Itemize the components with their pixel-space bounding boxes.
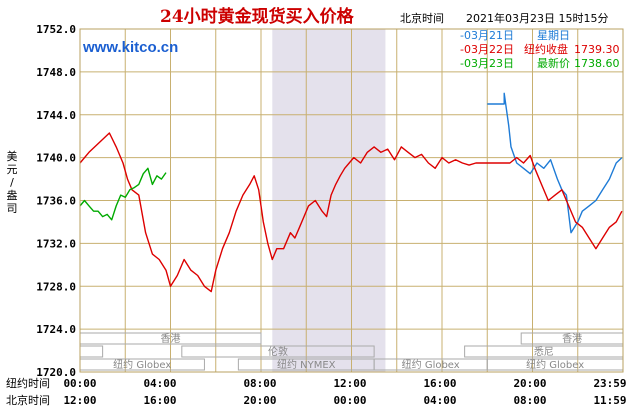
y-axis-label-char: / — [10, 176, 14, 189]
y-axis-label: 美元/盎司 — [7, 150, 18, 215]
y-axis-label-char: 美 — [7, 150, 18, 163]
x-tick-label-ny: 08:00 — [243, 377, 276, 390]
x-tick-label-bj: 20:00 — [243, 394, 276, 407]
xaxis-row2-label: 北京时间 — [6, 393, 50, 407]
x-tick-label-bj: 00:00 — [333, 394, 366, 407]
session-label: 纽约 Globex — [402, 358, 460, 371]
legend: -03月21日 星期日 -03月22日 纽约收盘 1739.30 -03月23日… — [460, 29, 620, 70]
x-tick-label-bj: 12:00 — [63, 394, 96, 407]
chart-title: 24小时黄金现货买入价格 — [160, 6, 355, 27]
x-tick-label-ny: 16:00 — [423, 377, 456, 390]
x-axis-ticks: 00:00 04:00 08:00 12:00 16:00 20:00 23:59 12:00… — [63, 377, 626, 407]
y-tick-label: 1732.0 — [36, 237, 76, 250]
x-tick-label-ny: 12:00 — [333, 377, 366, 390]
x-tick-label-ny: 04:00 — [143, 377, 176, 390]
session-label: 悉尼 — [534, 346, 554, 358]
x-tick-label-ny: 00:00 — [63, 377, 96, 390]
session-bar — [181, 345, 375, 358]
session-label: 香港 — [562, 333, 582, 345]
timestamp: 2021年03月23日 15时15分 — [466, 11, 608, 25]
series-line-3 — [80, 167, 167, 221]
series-line-1 — [487, 92, 623, 234]
plot-border — [79, 28, 624, 373]
y-axis-label-char: 盎 — [7, 188, 18, 202]
legend-date-3: -03月23日 — [460, 57, 514, 70]
y-tick-label: 1748.0 — [36, 66, 76, 79]
session-label: 香港 — [161, 333, 181, 345]
y-tick-label: 1752.0 — [36, 23, 76, 36]
legend-date-2: -03月22日 — [460, 43, 514, 56]
legend-label-1: 星期日 — [537, 29, 570, 42]
x-tick-label-ny: 20:00 — [513, 377, 546, 390]
series-lines — [80, 92, 623, 293]
y-axis-label-char: 元 — [7, 163, 18, 176]
x-tick-label-bj: 08:00 — [513, 394, 546, 407]
y-tick-label: 1740.0 — [36, 152, 76, 165]
session-label: 伦敦 — [268, 345, 288, 358]
legend-value-3: 1738.60 — [574, 57, 620, 70]
y-tick-label: 1736.0 — [36, 195, 76, 208]
watermark: www.kitco.cn — [82, 39, 178, 56]
y-axis-label-char: 司 — [7, 202, 18, 215]
series-line-2 — [80, 132, 623, 293]
legend-label-3: 最新价 — [537, 56, 570, 70]
legend-value-2: 1739.30 — [574, 43, 620, 56]
legend-label-2: 纽约收盘 — [524, 42, 568, 56]
x-tick-label-bj: 04:00 — [423, 394, 456, 407]
x-tick-label-bj: 11:59 — [593, 394, 626, 407]
session-label: 纽约 NYMEX — [277, 358, 336, 371]
x-tick-label-bj: 16:00 — [143, 394, 176, 407]
xaxis-row1-label: 纽约时间 — [6, 376, 50, 390]
y-tick-label: 1744.0 — [36, 109, 76, 122]
x-tick-label-ny: 23:59 — [593, 377, 626, 390]
legend-date-1: -03月21日 — [460, 29, 514, 42]
y-tick-label: 1720.0 — [36, 366, 76, 379]
y-axis-ticks: 1720.0 1724.0 1728.0 1732.0 1736.0 1740.0 1744… — [36, 23, 76, 379]
y-tick-label: 1724.0 — [36, 323, 76, 336]
location-label: 北京时间 — [400, 11, 444, 25]
session-label: 纽约 Globex — [113, 358, 171, 371]
session-label: 纽约 Globex — [526, 358, 584, 371]
y-tick-label: 1728.0 — [36, 280, 76, 293]
